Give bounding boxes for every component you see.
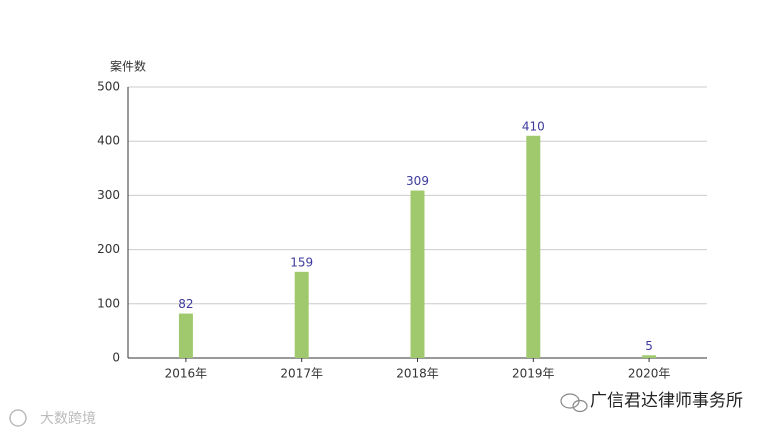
- bar: [294, 271, 309, 358]
- source-logo: [9, 409, 27, 427]
- y-tick-label: 500: [97, 80, 120, 94]
- x-tick-label: 2018年: [396, 367, 439, 381]
- value-label: 82: [178, 297, 193, 311]
- x-tick-label: 2020年: [628, 367, 671, 381]
- y-tick-label: 100: [97, 296, 120, 310]
- y-tick-label: 400: [97, 134, 120, 148]
- x-tick-label: 2019年: [512, 367, 555, 381]
- y-tick-label: 0: [112, 351, 120, 365]
- bar: [178, 313, 193, 358]
- y-axis-label: 案件数: [110, 59, 146, 74]
- bar: [410, 190, 425, 358]
- y-tick-label: 200: [97, 242, 120, 256]
- value-label: 5: [645, 339, 653, 353]
- source-mark: 大数跨境: [40, 411, 96, 427]
- bar: [526, 135, 541, 358]
- value-label: 410: [522, 119, 545, 133]
- y-tick-label: 300: [97, 188, 120, 202]
- bar: [642, 355, 657, 358]
- watermark-icon: [560, 393, 588, 413]
- x-tick-label: 2016年: [165, 367, 208, 381]
- x-tick-label: 2017年: [280, 367, 323, 381]
- value-label: 309: [406, 174, 429, 188]
- value-label: 159: [290, 255, 313, 269]
- watermark: 广信君达律师事务所: [590, 391, 743, 411]
